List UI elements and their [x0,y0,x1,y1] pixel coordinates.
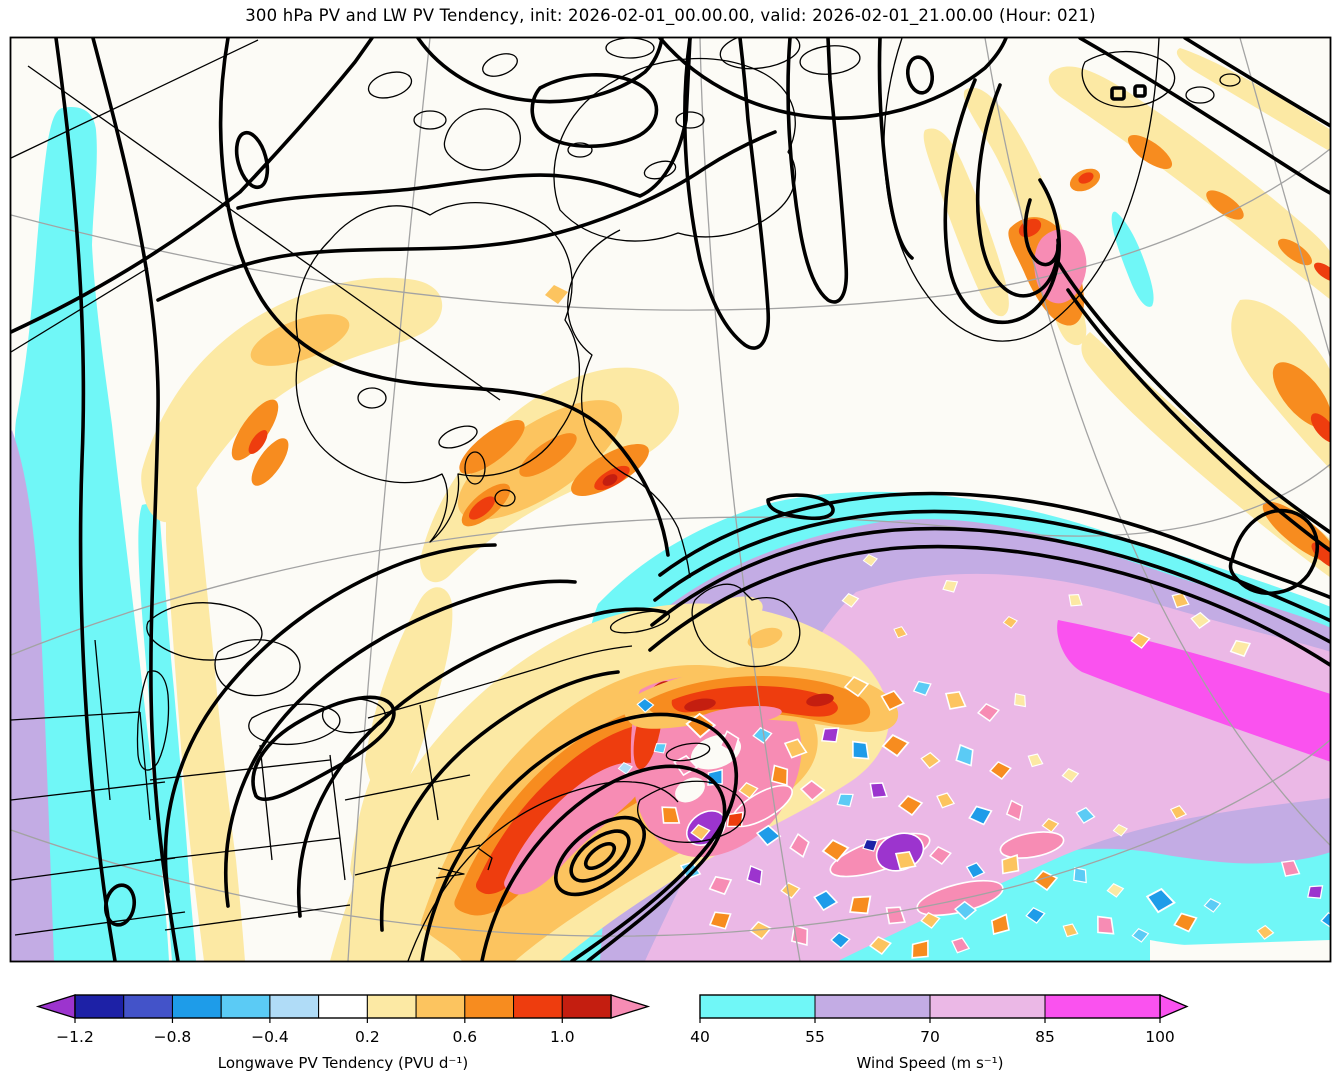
colorbar-over-arrow [1159,994,1189,1019]
colorbar-axis-label: Longwave PV Tendency (PVU d⁻¹) [218,1054,468,1072]
meridian-line [984,38,1330,846]
colorbar-tick-label: −0.8 [154,1028,192,1046]
colorbar-wind-speed: 40 55 70 85 100 Wind Speed (m s⁻¹) [690,994,1189,1072]
colorbar-segment [513,994,563,1019]
map-frame [9,36,1332,963]
colorbar-outline [74,994,612,1019]
colorbar-segment [220,994,271,1019]
colorbar-tick-label: 0.6 [452,1028,477,1046]
colorbar-tick-label: 85 [1035,1028,1055,1046]
colorbar-segment [74,994,125,1019]
meridian-line [1239,38,1330,358]
colorbar-axis-label: Wind Speed (m s⁻¹) [856,1054,1003,1072]
parallel-line [11,739,1330,937]
colorbar-tick-label: −0.4 [251,1028,289,1046]
colorbar-tick-label: 100 [1145,1028,1175,1046]
colorbar-segment [464,994,515,1019]
colorbar-segment [269,994,320,1019]
colorbar-segment [366,994,417,1019]
colorbar-segment [699,994,816,1019]
pv-contour-layer [11,38,1330,961]
colorbar-segment [561,994,612,1019]
colorbar-segment [123,994,173,1019]
colorbar-under-arrow [35,994,76,1019]
meridian-line [347,38,431,961]
colorbar-segment [814,994,931,1019]
colorbar-segment [318,994,368,1019]
colorbar-tick-label: 40 [690,1028,710,1046]
meridian-line [699,38,801,961]
colorbar-tick-label: 0.2 [355,1028,380,1046]
page-title: 300 hPa PV and LW PV Tendency, init: 202… [245,6,1096,25]
colorbar-tick-label: 70 [920,1028,940,1046]
colorbar-segment [171,994,222,1019]
colorbar-over-arrow [610,994,651,1019]
colorbar-segment [929,994,1046,1019]
colorbar-tick-label: 55 [805,1028,825,1046]
colorbar-segment [415,994,466,1019]
parallel-line [11,148,1330,311]
colorbar-segment [1044,994,1161,1019]
colorbar-lw-pv-tendency: −1.2 −0.8 −0.4 0.2 0.6 1.0 Longwave PV Tendenc… [35,994,651,1072]
coastline-border-layer [11,38,1241,961]
colorbar-tick-label: 1.0 [550,1028,575,1046]
colorbar-tick-label: −1.2 [56,1028,94,1046]
